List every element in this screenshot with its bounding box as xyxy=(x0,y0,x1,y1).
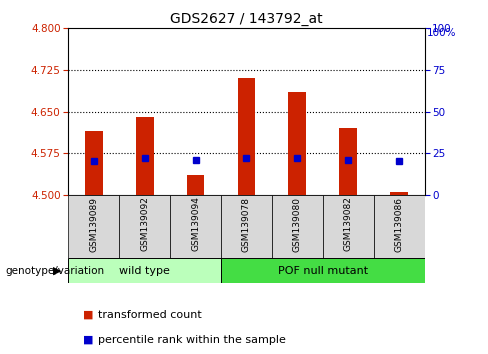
Bar xyxy=(339,128,357,195)
Text: genotype/variation: genotype/variation xyxy=(5,266,104,276)
Bar xyxy=(288,92,306,195)
Bar xyxy=(390,192,408,195)
Bar xyxy=(374,195,425,258)
Text: GSM139082: GSM139082 xyxy=(344,196,353,251)
Bar xyxy=(85,131,102,195)
Text: POF null mutant: POF null mutant xyxy=(278,266,368,276)
Bar xyxy=(170,195,221,258)
Text: GSM139089: GSM139089 xyxy=(89,196,98,252)
Bar xyxy=(68,258,221,283)
Title: GDS2627 / 143792_at: GDS2627 / 143792_at xyxy=(170,12,323,26)
Bar xyxy=(323,195,374,258)
Bar xyxy=(221,258,425,283)
Bar xyxy=(68,195,119,258)
Text: GSM139080: GSM139080 xyxy=(293,196,302,252)
Text: transformed count: transformed count xyxy=(98,310,202,320)
Text: ▶: ▶ xyxy=(53,266,61,276)
Text: ■: ■ xyxy=(83,310,94,320)
Bar xyxy=(221,195,272,258)
Bar xyxy=(119,195,170,258)
Text: GSM139086: GSM139086 xyxy=(395,196,404,252)
Bar xyxy=(272,195,323,258)
Text: ■: ■ xyxy=(83,335,94,345)
Text: GSM139094: GSM139094 xyxy=(191,196,200,251)
Text: GSM139078: GSM139078 xyxy=(242,196,251,252)
Text: 100%: 100% xyxy=(427,28,456,38)
Text: wild type: wild type xyxy=(119,266,170,276)
Bar xyxy=(136,117,154,195)
Text: GSM139092: GSM139092 xyxy=(140,196,149,251)
Bar xyxy=(238,78,255,195)
Bar xyxy=(186,175,204,195)
Text: percentile rank within the sample: percentile rank within the sample xyxy=(98,335,285,345)
